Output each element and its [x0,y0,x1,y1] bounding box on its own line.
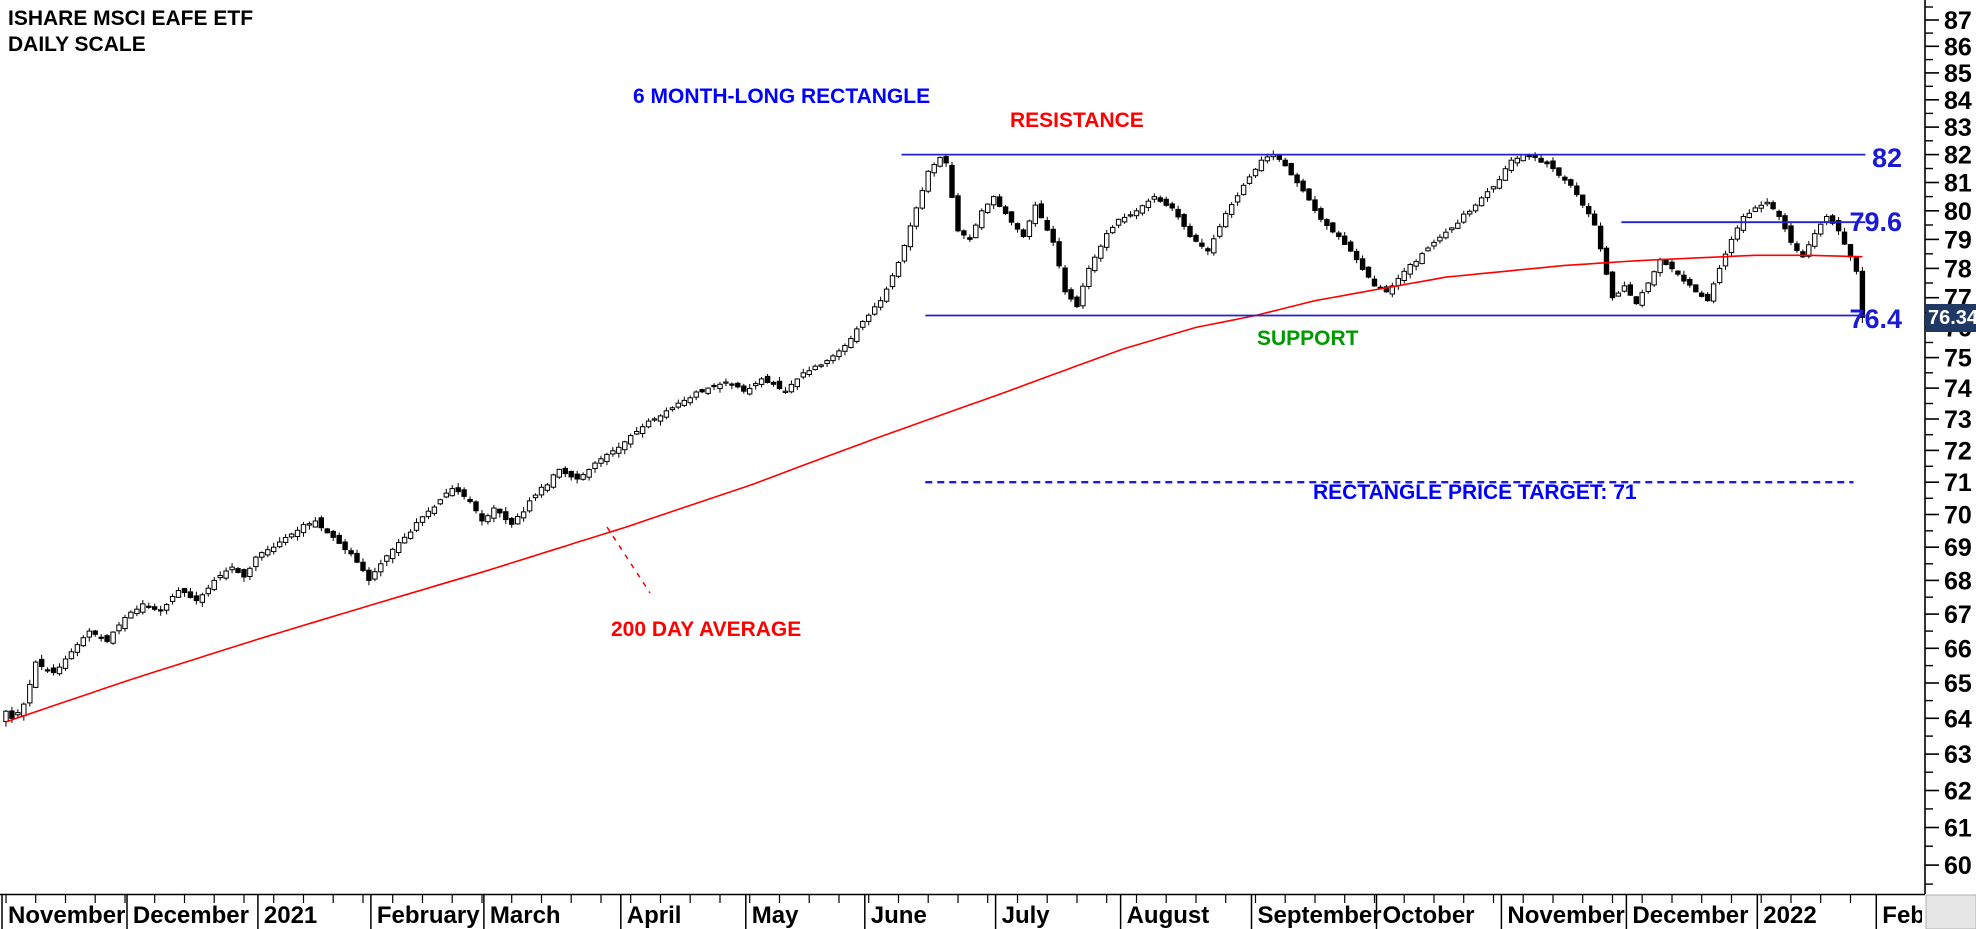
support-label: SUPPORT [1257,327,1359,350]
svg-text:April: April [627,902,682,929]
moving-average-line [5,254,1863,723]
svg-text:November: November [1507,902,1624,929]
svg-text:75: 75 [1944,345,1972,373]
svg-text:81: 81 [1944,170,1972,198]
svg-text:72: 72 [1944,437,1972,465]
svg-text:63: 63 [1944,741,1972,769]
svg-text:70: 70 [1944,502,1972,530]
price-target-label: RECTANGLE PRICE TARGET: 71 [1313,481,1637,504]
moving-average-label: 200 DAY AVERAGE [611,618,802,641]
chart-title: ISHARE MSCI EAFE ETF [8,7,254,30]
level-76-4-label: 76.4 [1849,304,1902,334]
svg-text:64: 64 [1944,705,1972,733]
ma-pointer-line [606,526,651,594]
level-lines [901,153,1866,484]
svg-text:68: 68 [1944,567,1972,595]
svg-text:February: February [377,902,480,929]
svg-text:60: 60 [1944,852,1972,880]
svg-text:82: 82 [1944,142,1972,170]
svg-text:67: 67 [1944,601,1972,629]
svg-text:October: October [1383,902,1475,929]
svg-text:74: 74 [1944,375,1972,403]
svg-text:80: 80 [1944,198,1972,226]
svg-text:May: May [752,902,799,929]
svg-text:July: July [1002,902,1051,929]
svg-text:September: September [1258,902,1382,929]
svg-text:69: 69 [1944,534,1972,562]
axis-corner-box [1925,894,1976,929]
resistance-label: RESISTANCE [1010,109,1144,132]
svg-text:December: December [133,902,249,929]
svg-text:84: 84 [1944,87,1972,115]
level-79-6-label: 79.6 [1849,207,1902,237]
svg-text:August: August [1127,902,1210,929]
svg-text:73: 73 [1944,406,1972,434]
svg-text:87: 87 [1944,7,1972,35]
svg-text:February: February [1882,902,1976,929]
y-axis: 6061626364656667686970717273747576777879… [1924,0,1972,894]
svg-text:March: March [490,902,561,929]
last-price-badge: 76.34 [1926,304,1976,332]
svg-text:66: 66 [1944,635,1972,663]
x-axis [0,893,1925,929]
chart-subtitle: DAILY SCALE [8,33,146,56]
svg-text:November: November [8,902,125,929]
month-labels: November December 2021 February March April Ma… [8,902,1976,929]
chart-title-block: ISHARE MSCI EAFE ETF DAILY SCALE [8,6,253,58]
svg-text:83: 83 [1944,114,1972,142]
svg-text:86: 86 [1944,33,1972,61]
svg-text:78: 78 [1944,255,1972,283]
svg-text:62: 62 [1944,778,1972,806]
svg-text:71: 71 [1944,469,1972,497]
svg-text:65: 65 [1944,670,1972,698]
svg-text:79: 79 [1944,226,1972,254]
svg-text:June: June [871,902,927,929]
svg-text:December: December [1632,902,1748,929]
svg-text:61: 61 [1944,815,1972,843]
svg-text:2021: 2021 [264,902,317,929]
candlestick-series [3,150,1866,727]
rectangle-pattern-label: 6 MONTH-LONG RECTANGLE [633,85,931,108]
svg-text:2022: 2022 [1763,902,1816,929]
svg-text:85: 85 [1944,60,1972,88]
level-82-label: 82 [1871,143,1902,173]
